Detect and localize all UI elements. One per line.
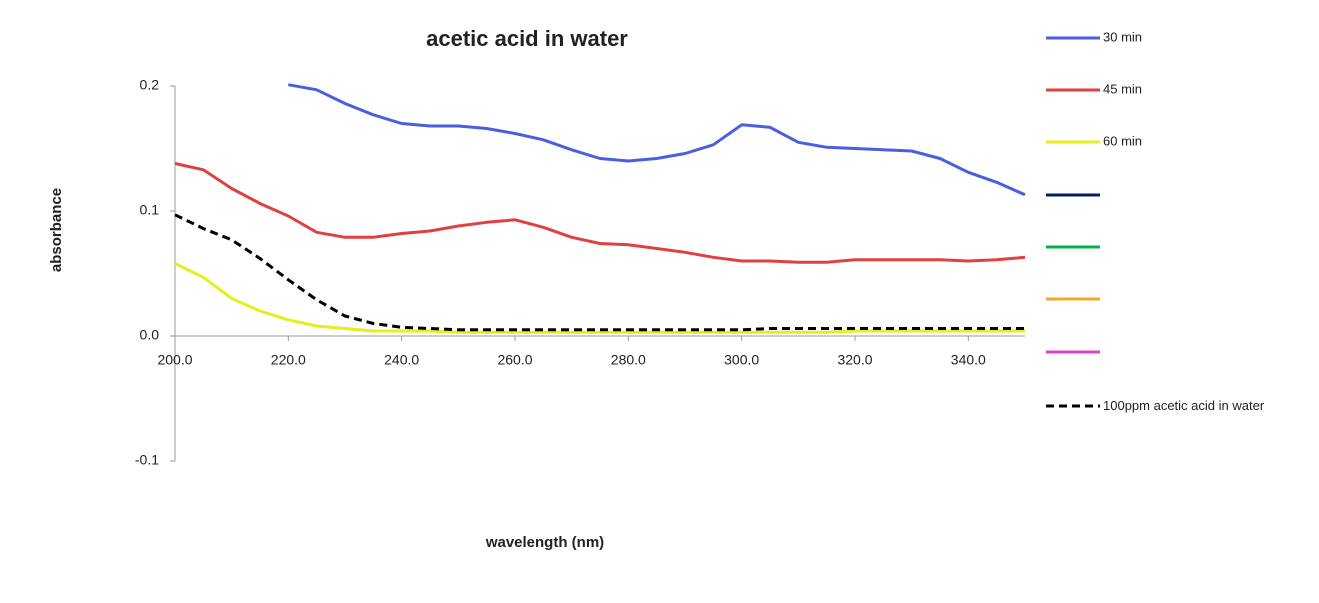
x-tick-label: 220.0 bbox=[271, 352, 306, 368]
x-tick-label: 280.0 bbox=[611, 352, 646, 368]
x-axis-label: wavelength (nm) bbox=[485, 534, 604, 551]
y-axis-label: absorbance bbox=[48, 188, 65, 272]
x-tick-label: 300.0 bbox=[724, 352, 759, 368]
legend-label: 100ppm acetic acid in water bbox=[1103, 398, 1265, 413]
series-line bbox=[174, 262, 1025, 334]
legend-label: 45 min bbox=[1103, 81, 1142, 96]
chart-title: acetic acid in water bbox=[426, 26, 628, 51]
x-tick-label: 340.0 bbox=[951, 352, 986, 368]
y-tick-label: 0.2 bbox=[140, 77, 160, 93]
x-tick-label: 320.0 bbox=[837, 352, 872, 368]
legend-label: 60 min bbox=[1103, 133, 1142, 148]
x-tick-label: 200.0 bbox=[157, 352, 192, 368]
x-tick-label: 260.0 bbox=[497, 352, 532, 368]
series-line bbox=[174, 213, 1025, 332]
series-line bbox=[288, 83, 1026, 197]
series-line bbox=[174, 162, 1026, 264]
y-tick-label: 0.0 bbox=[140, 327, 160, 343]
y-tick-label: 0.1 bbox=[140, 202, 160, 218]
x-tick-label: 240.0 bbox=[384, 352, 419, 368]
legend-label: 30 min bbox=[1103, 29, 1142, 44]
y-tick-label: -0.1 bbox=[135, 452, 159, 468]
